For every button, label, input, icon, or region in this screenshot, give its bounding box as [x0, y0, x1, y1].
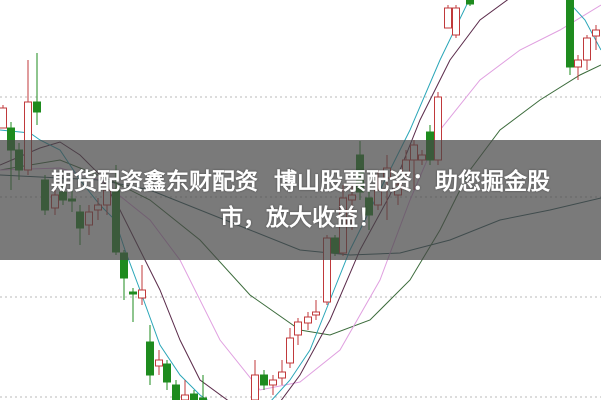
up-candle	[592, 29, 600, 37]
up-candle	[269, 379, 277, 386]
up-candle	[181, 394, 189, 400]
up-candle	[0, 107, 7, 129]
down-candle	[33, 101, 41, 113]
down-candle	[190, 393, 198, 400]
down-candle	[163, 363, 171, 383]
down-candle	[146, 341, 154, 376]
up-candle	[312, 311, 320, 316]
up-candle	[138, 289, 146, 299]
up-candle	[155, 359, 163, 367]
up-candle	[294, 321, 302, 336]
up-candle	[444, 7, 452, 29]
up-candle	[278, 371, 286, 379]
down-candle	[129, 291, 137, 295]
title-banner: 期货配资鑫东财配资 博山股票配资：助您掘金股 市，放大收益！	[0, 140, 601, 260]
up-candle	[286, 337, 294, 364]
down-candle	[199, 397, 207, 400]
down-candle	[466, 0, 474, 5]
down-candle	[566, 0, 574, 68]
banner-title-line-2: 市，放大收益！	[220, 205, 381, 231]
up-candle	[304, 316, 312, 324]
up-candle	[583, 37, 591, 61]
up-candle	[452, 7, 460, 36]
down-candle	[260, 374, 268, 386]
banner-title-line-1: 期货配资鑫东财配资 博山股票配资：助您掘金股	[50, 169, 550, 195]
down-candle	[172, 384, 180, 400]
up-candle	[574, 59, 582, 68]
up-candle	[251, 374, 259, 400]
